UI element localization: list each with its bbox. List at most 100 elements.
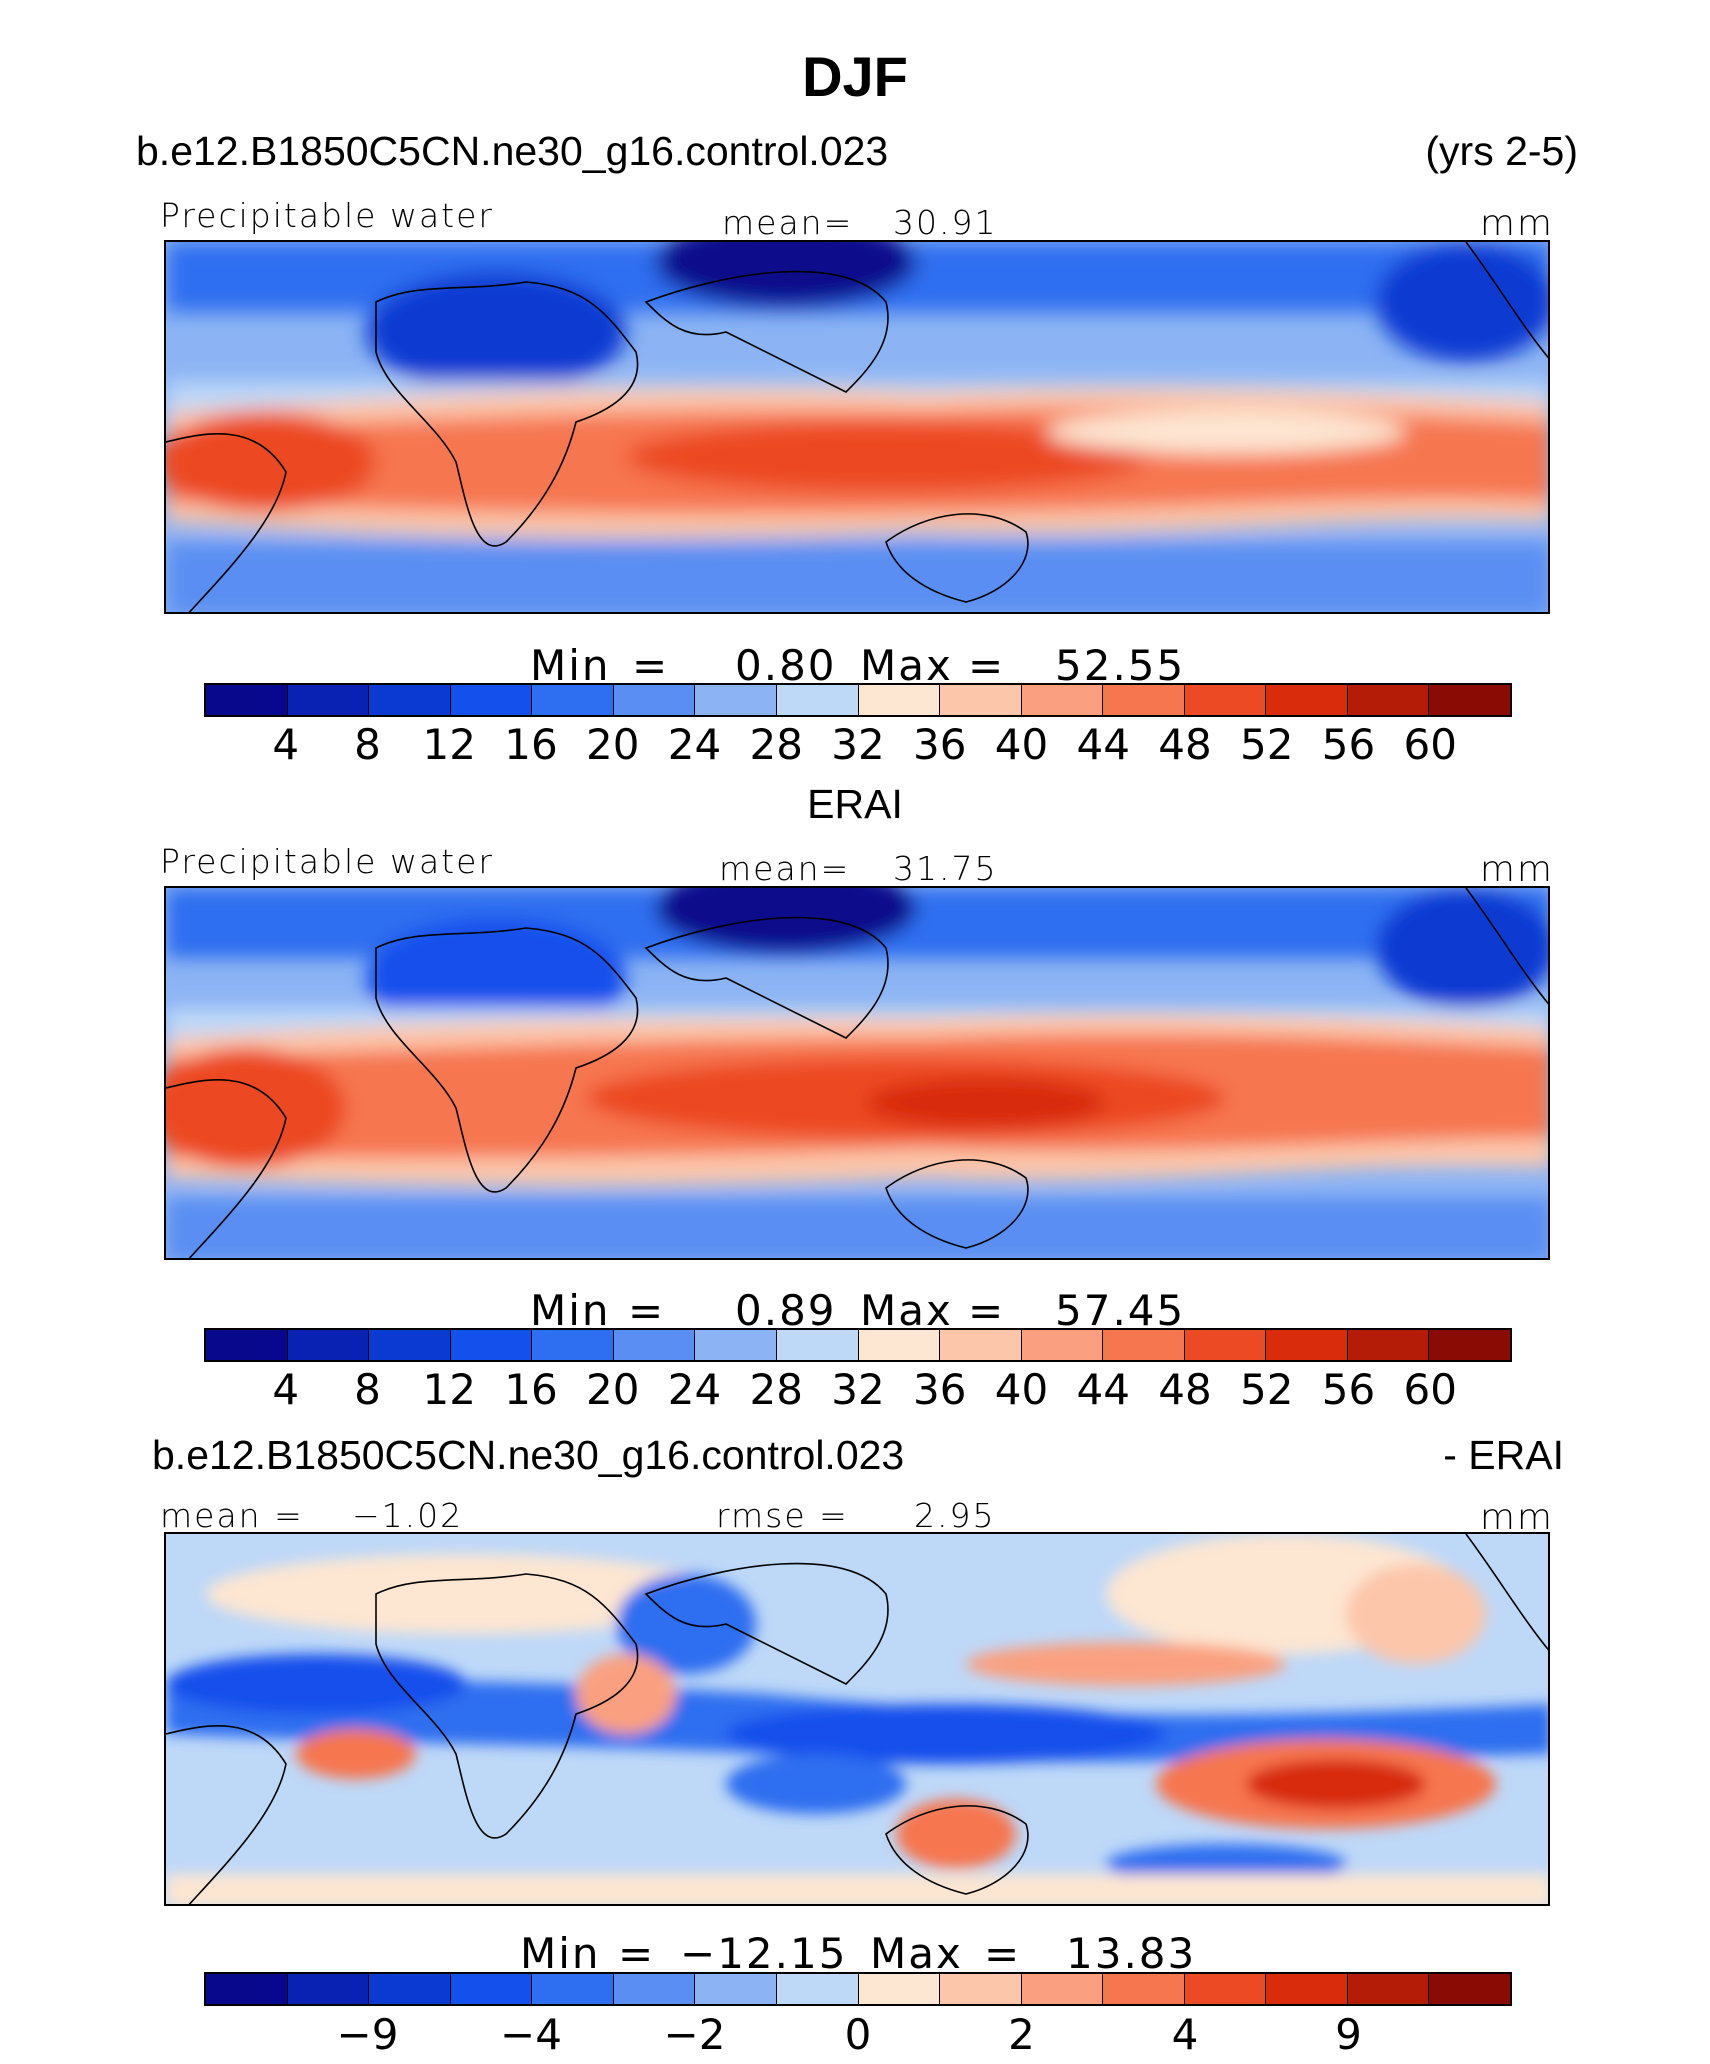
panel3-colorbar-bin-4 xyxy=(532,1974,614,2004)
panel2-min-label: Min xyxy=(530,1286,611,1335)
panel2-tick-label: 52 xyxy=(1240,1365,1294,1414)
panel2-colorbar-bin-6 xyxy=(695,1330,777,1360)
panel2-tick-label: 24 xyxy=(667,1365,722,1414)
panel2-min-value: 0.89 xyxy=(735,1286,837,1335)
panel2-coastlines xyxy=(166,888,1548,1258)
panel3-colorbar-bin-1 xyxy=(287,1974,370,2004)
panel1-colorbar xyxy=(204,683,1512,717)
panel1-map xyxy=(164,240,1550,614)
panel2-tick-label: 32 xyxy=(831,1365,885,1414)
panel1-colorbar-bin-1 xyxy=(287,685,370,715)
panel3-colorbar-bin-13 xyxy=(1266,1974,1348,2004)
panel2-units: mm xyxy=(1479,849,1554,890)
panel2-tick-label: 40 xyxy=(994,1365,1049,1414)
panel1-variable: Precipitable water xyxy=(160,196,494,235)
panel3-colorbar-bin-12 xyxy=(1184,1974,1267,2004)
panel1-tick-label: 44 xyxy=(1076,720,1130,769)
panel1-colorbar-bin-9 xyxy=(940,685,1022,715)
panel1-colorbar-bin-11 xyxy=(1103,685,1185,715)
panel2-tick-label: 48 xyxy=(1158,1365,1212,1414)
panel2-label: ERAI xyxy=(807,781,903,827)
panel2-colorbar-bin-7 xyxy=(776,1330,859,1360)
panel2-colorbar-bin-2 xyxy=(369,1330,451,1360)
panel1-colorbar-bin-5 xyxy=(613,685,696,715)
panel2-field xyxy=(166,888,1548,1258)
panel1-tick-label: 4 xyxy=(272,720,300,769)
panel1-colorbar-bin-4 xyxy=(532,685,614,715)
panel1-colorbar-bin-14 xyxy=(1347,685,1430,715)
panel1-tick-label: 32 xyxy=(831,720,885,769)
panel3-mean-value: −1.02 xyxy=(352,1496,464,1535)
panel3-tick-label: 4 xyxy=(1171,2010,1199,2059)
panel2-tick-label: 8 xyxy=(354,1365,381,1414)
panel2-colorbar-bin-12 xyxy=(1184,1330,1267,1360)
panel1-colorbar-bin-6 xyxy=(695,685,777,715)
panel2-colorbar-bin-8 xyxy=(858,1330,941,1360)
panel1-units: mm xyxy=(1479,203,1554,244)
panel2-max-label: Max xyxy=(860,1286,953,1335)
panel3-colorbar-bin-11 xyxy=(1103,1974,1185,2004)
panel3-minus-label: - ERAI xyxy=(1443,1432,1564,1478)
panel2-colorbar-bin-15 xyxy=(1429,1330,1510,1360)
panel1-colorbar-bin-2 xyxy=(369,685,451,715)
panel2-tick-label: 44 xyxy=(1076,1365,1130,1414)
panel2-colorbar-bin-3 xyxy=(450,1330,533,1360)
panel1-colorbar-bin-0 xyxy=(206,685,288,715)
panel2-colorbar-bin-5 xyxy=(613,1330,696,1360)
panel2-mean-value: 31.75 xyxy=(893,849,998,888)
panel1-tick-label: 12 xyxy=(422,720,476,769)
panel3-tick-label: 0 xyxy=(844,2010,872,2059)
panel1-mean-label: mean= xyxy=(722,203,854,242)
panel3-mean-label: mean = xyxy=(160,1496,304,1535)
panel1-max-value: 52.55 xyxy=(1055,641,1186,690)
panel3-tick-label: −9 xyxy=(336,2010,399,2059)
panel2-tick-label: 12 xyxy=(422,1365,476,1414)
panel3-colorbar-bin-15 xyxy=(1429,1974,1510,2004)
panel1-colorbar-bin-10 xyxy=(1021,685,1104,715)
panel1-colorbar-bin-8 xyxy=(858,685,941,715)
panel1-tick-label: 16 xyxy=(504,720,558,769)
panel3-colorbar-bin-3 xyxy=(450,1974,533,2004)
panel3-coastlines xyxy=(166,1534,1548,1904)
figure-title: DJF xyxy=(802,45,908,108)
panel3-colorbar-bin-7 xyxy=(776,1974,859,2004)
panel1-case-name: b.e12.B1850C5CN.ne30_g16.control.023 xyxy=(136,128,889,174)
panel1-tick-label: 52 xyxy=(1240,720,1294,769)
panel2-tick-label: 20 xyxy=(586,1365,640,1414)
panel3-colorbar-bin-10 xyxy=(1021,1974,1104,2004)
panel2-variable: Precipitable water xyxy=(160,842,494,881)
panel1-tick-label: 24 xyxy=(667,720,722,769)
panel2-tick-label: 36 xyxy=(913,1365,967,1414)
panel2-colorbar-bin-13 xyxy=(1266,1330,1348,1360)
panel1-tick-label: 60 xyxy=(1403,720,1457,769)
panel2-tick-label: 28 xyxy=(749,1365,803,1414)
panel1-tick-label: 8 xyxy=(354,720,381,769)
panel3-max-label: Max xyxy=(870,1929,963,1978)
panel3-colorbar-bin-6 xyxy=(695,1974,777,2004)
panel2-colorbar-bin-4 xyxy=(532,1330,614,1360)
panel3-rmse-label: rmse = xyxy=(716,1496,849,1535)
panel1-min-value: 0.80 xyxy=(735,641,837,690)
panel3-colorbar-bin-5 xyxy=(613,1974,696,2004)
panel3-colorbar-bin-8 xyxy=(858,1974,941,2004)
panel3-max-value: 13.83 xyxy=(1066,1929,1197,1978)
panel1-tick-label: 56 xyxy=(1321,720,1376,769)
panel2-mean-label: mean= xyxy=(719,849,851,888)
panel3-tick-label: −2 xyxy=(663,2010,726,2059)
panel3-tick-label: 9 xyxy=(1335,2010,1362,2059)
panel3-field xyxy=(166,1534,1548,1904)
panel1-tick-label: 20 xyxy=(586,720,640,769)
panel2-tick-label: 56 xyxy=(1321,1365,1376,1414)
panel1-min-label: Min xyxy=(530,641,611,690)
panel1-colorbar-bin-7 xyxy=(776,685,859,715)
panel3-case-name: b.e12.B1850C5CN.ne30_g16.control.023 xyxy=(152,1432,905,1478)
panel3-map xyxy=(164,1532,1550,1906)
panel1-colorbar-bin-13 xyxy=(1266,685,1348,715)
panel1-tick-label: 36 xyxy=(913,720,967,769)
panel2-max-value: 57.45 xyxy=(1055,1286,1186,1335)
panel1-tick-label: 48 xyxy=(1158,720,1212,769)
panel1-max-label: Max xyxy=(860,641,953,690)
panel1-mean-value: 30.91 xyxy=(893,203,998,242)
panel3-colorbar-bin-9 xyxy=(940,1974,1022,2004)
panel3-units: mm xyxy=(1479,1497,1554,1538)
